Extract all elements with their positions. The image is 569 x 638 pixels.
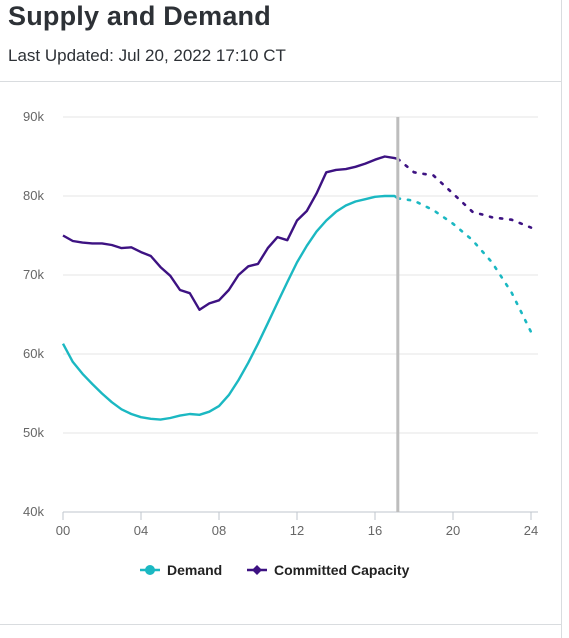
x-tick-label: 20 (446, 523, 460, 538)
legend-item-demand[interactable]: Demand (140, 562, 222, 578)
x-tick-label: 04 (134, 523, 148, 538)
legend-label: Committed Capacity (274, 562, 410, 578)
legend-diamond-marker (252, 565, 262, 575)
legend-item-committed-capacity[interactable]: Committed Capacity (247, 562, 410, 578)
y-tick-label: 60k (23, 346, 44, 361)
header-divider (0, 81, 562, 82)
legend-label: Demand (167, 562, 222, 578)
y-tick-label: 90k (23, 109, 44, 124)
committed-capacity-actual-line (62, 155, 399, 311)
page-title: Supply and Demand (8, 1, 271, 31)
demand-actual-line (61, 194, 399, 421)
y-tick-label: 70k (23, 267, 44, 282)
panel-border-bottom (0, 624, 562, 625)
last-updated-text: Last Updated: Jul 20, 2022 17:10 CT (8, 46, 286, 65)
panel-border-right (561, 0, 562, 638)
demand-forecast-line (396, 197, 533, 334)
x-tick-label: 24 (524, 523, 538, 538)
x-tick-label: 16 (368, 523, 382, 538)
y-tick-label: 80k (23, 188, 44, 203)
series-lines (61, 155, 533, 421)
x-tick-label: 00 (56, 523, 70, 538)
x-tick-label: 08 (212, 523, 226, 538)
legend[interactable]: Demand Committed Capacity (140, 562, 410, 578)
y-axis-ticks: 40k 50k 60k 70k 80k 90k (23, 109, 44, 519)
gridlines (63, 116, 538, 513)
y-tick-label: 50k (23, 425, 44, 440)
legend-circle-marker (145, 565, 155, 575)
x-axis: 00 04 08 12 16 20 24 (56, 511, 538, 538)
x-tick-label: 12 (290, 523, 304, 538)
committed-capacity-forecast-line (396, 157, 533, 229)
y-tick-label: 40k (23, 504, 44, 519)
